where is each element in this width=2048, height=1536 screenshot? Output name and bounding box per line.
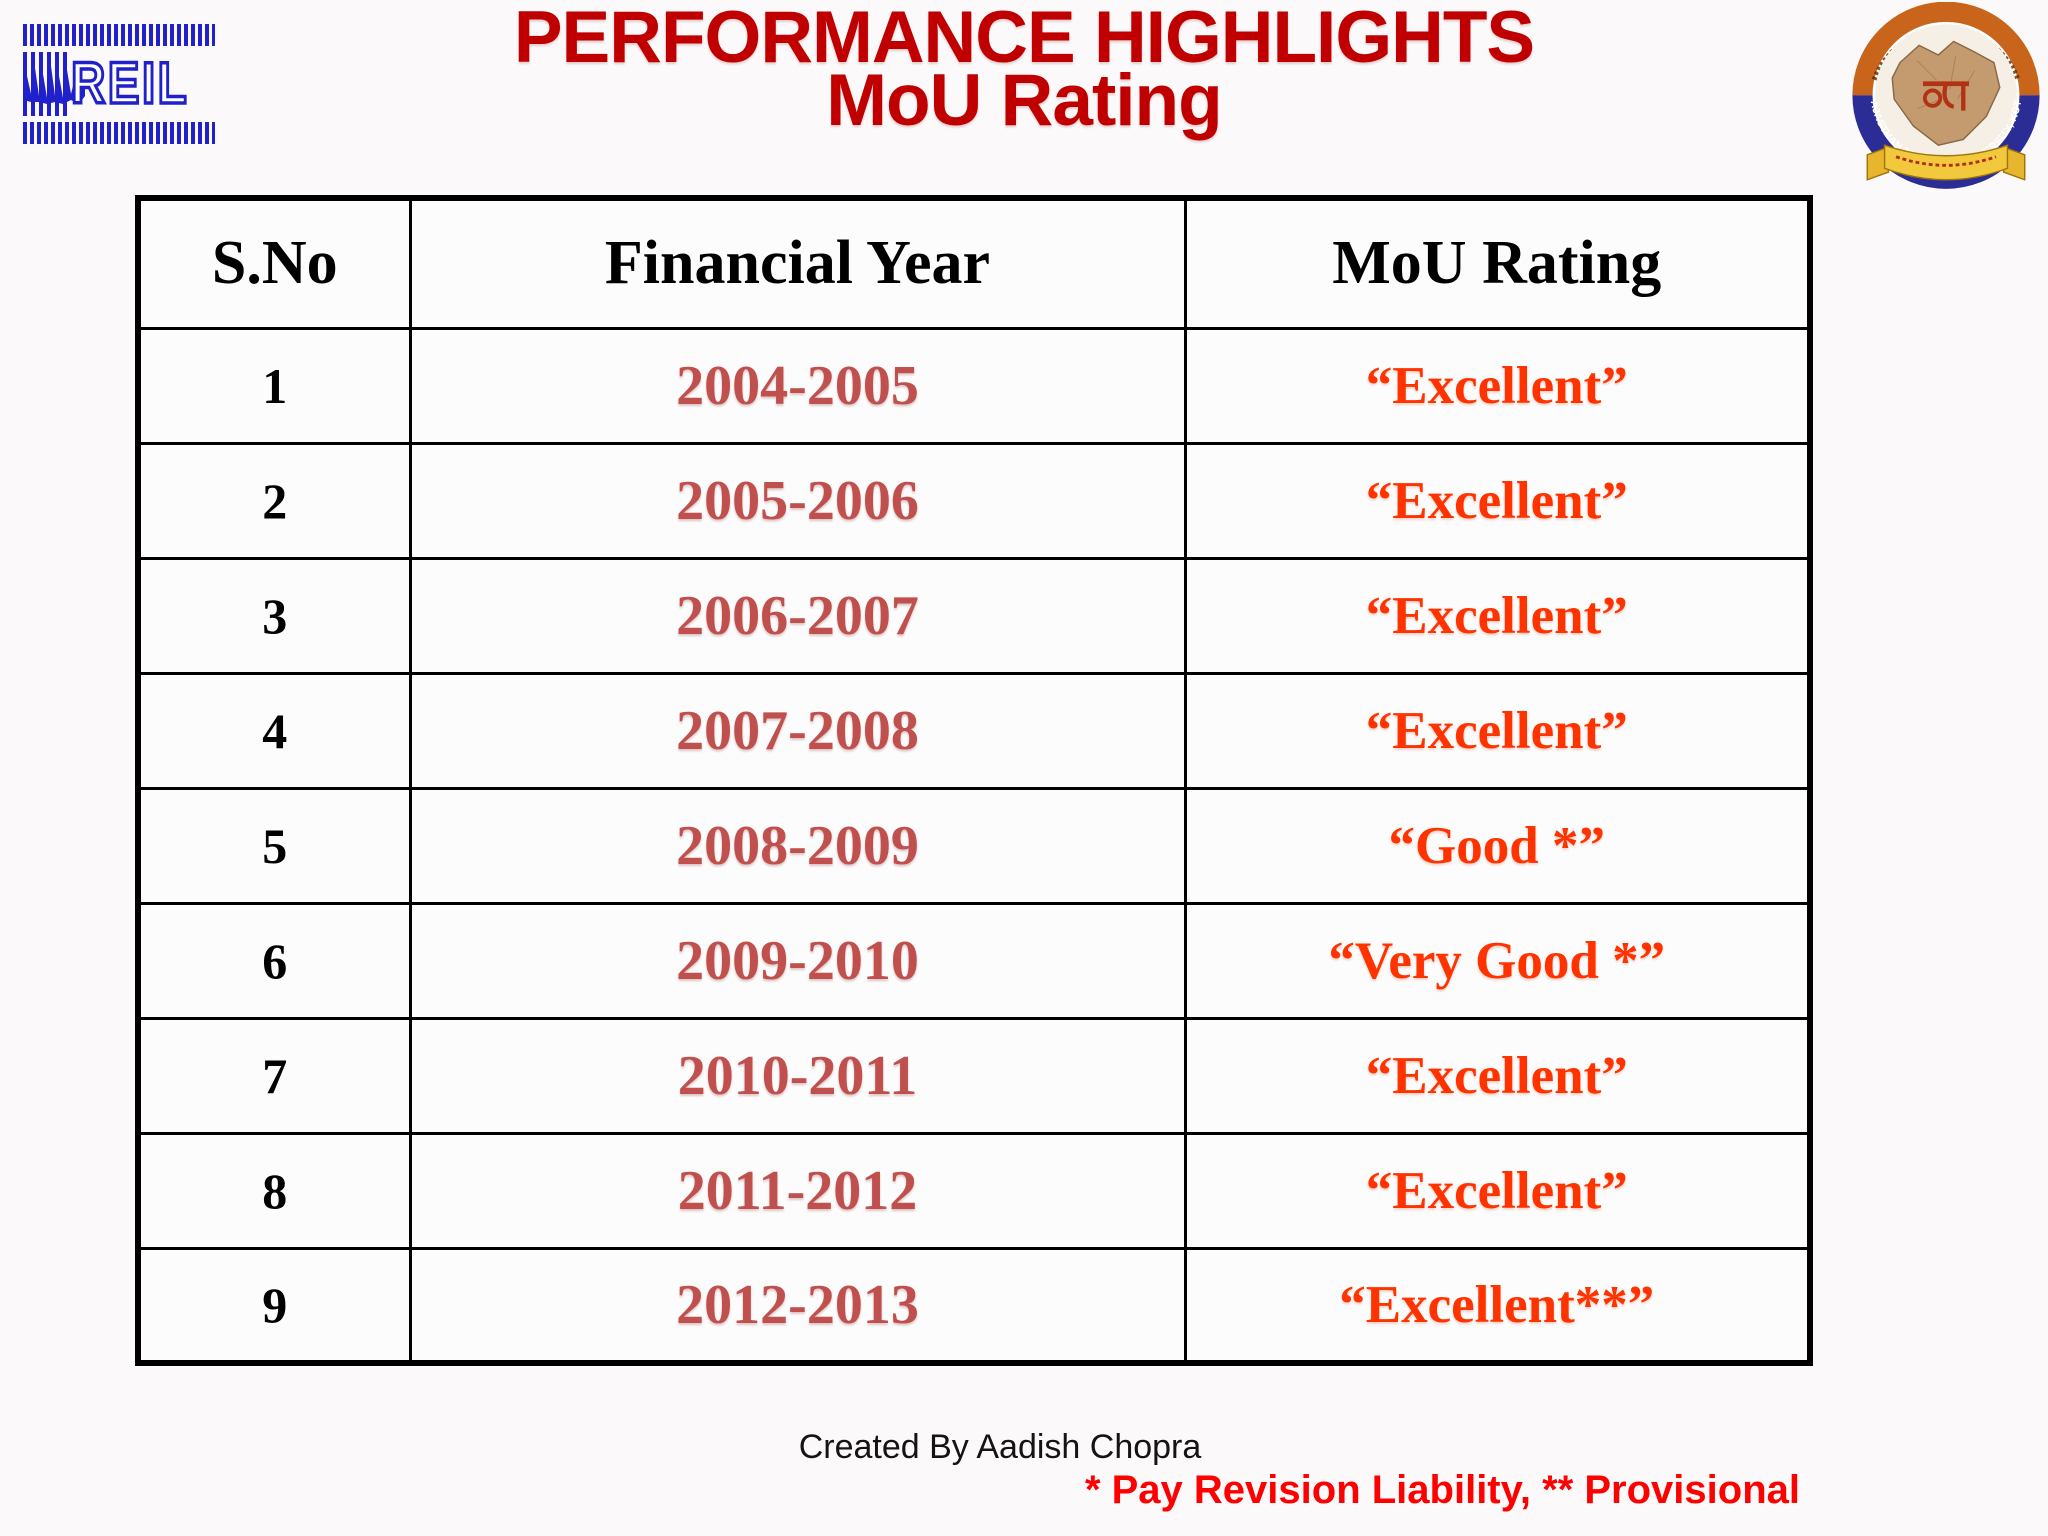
sno-cell: 5 bbox=[136, 786, 412, 905]
rtu-center-emblem bbox=[1922, 81, 1970, 111]
table-row: 3 2006-2007 “Excellent” bbox=[136, 556, 1812, 675]
rating-cell: “Excellent” bbox=[1183, 326, 1812, 445]
reil-stripes-left bbox=[23, 52, 85, 116]
table-row: 1 2004-2005 “Excellent” bbox=[136, 326, 1812, 445]
sno-cell: 2 bbox=[136, 441, 412, 560]
table-row: 8 2011-2012 “Excellent” bbox=[136, 1131, 1812, 1250]
table-row: 4 2007-2008 “Excellent” bbox=[136, 671, 1812, 790]
sno-cell: 1 bbox=[136, 326, 412, 445]
rating-cell: “Excellent” bbox=[1183, 556, 1812, 675]
page-title: PERFORMANCE HIGHLIGHTS bbox=[513, 0, 1535, 78]
year-cell: 2006-2007 bbox=[408, 556, 1187, 675]
rating-cell: “Excellent” bbox=[1183, 1131, 1812, 1250]
table-row: 7 2010-2011 “Excellent” bbox=[136, 1016, 1812, 1135]
year-cell: 2012-2013 bbox=[408, 1246, 1187, 1365]
rating-cell: “Excellent” bbox=[1183, 441, 1812, 560]
table-row: 9 2012-2013 “Excellent**” bbox=[136, 1246, 1812, 1365]
year-cell: 2005-2006 bbox=[408, 441, 1187, 560]
sno-cell: 6 bbox=[136, 901, 412, 1020]
rating-cell: “Very Good *” bbox=[1183, 901, 1812, 1020]
year-cell: 2010-2011 bbox=[408, 1016, 1187, 1135]
year-cell: 2008-2009 bbox=[408, 786, 1187, 905]
rating-cell: “Excellent” bbox=[1183, 671, 1812, 790]
rtu-logo: RAJASTHAN TECHNICAL UNIVERSITY, KOTA bbox=[1850, 2, 2040, 189]
col-header-financial-year: Financial Year bbox=[408, 196, 1187, 330]
year-cell: 2004-2005 bbox=[408, 326, 1187, 445]
year-cell: 2009-2010 bbox=[408, 901, 1187, 1020]
col-header-sno: S.No bbox=[136, 196, 412, 330]
sno-cell: 8 bbox=[136, 1131, 412, 1250]
credit-text: Created By Aadish Chopra bbox=[798, 1428, 1202, 1466]
table-row: 2 2005-2006 “Excellent” bbox=[136, 441, 1812, 560]
sno-cell: 7 bbox=[136, 1016, 412, 1135]
table-header-row: S.No Financial Year MoU Rating bbox=[136, 196, 1812, 330]
sno-cell: 4 bbox=[136, 671, 412, 790]
mou-rating-table: S.No Financial Year MoU Rating 1 2004-20… bbox=[135, 195, 1813, 1366]
col-header-mou-rating: MoU Rating bbox=[1183, 196, 1812, 330]
sno-cell: 3 bbox=[136, 556, 412, 675]
page-subtitle: MoU Rating bbox=[826, 60, 1223, 141]
table-row: 5 2008-2009 “Good *” bbox=[136, 786, 1812, 905]
reil-logo-middle: REIL bbox=[23, 50, 215, 118]
table-row: 6 2009-2010 “Very Good *” bbox=[136, 901, 1812, 1020]
footnote-text: * Pay Revision Liability, ** Provisional bbox=[1084, 1468, 1800, 1512]
year-cell: 2011-2012 bbox=[408, 1131, 1187, 1250]
rating-cell: “Excellent” bbox=[1183, 1016, 1812, 1135]
title-block: PERFORMANCE HIGHLIGHTS MoU Rating bbox=[0, 0, 2048, 141]
reil-logo-text: REIL bbox=[69, 50, 190, 118]
reil-stripes-top bbox=[23, 24, 215, 46]
rating-cell: “Excellent**” bbox=[1183, 1246, 1812, 1365]
reil-waveform-icon bbox=[23, 66, 85, 104]
reil-stripes-bottom bbox=[23, 122, 215, 144]
rating-cell: “Good *” bbox=[1183, 786, 1812, 905]
sno-cell: 9 bbox=[136, 1246, 412, 1365]
rtu-ribbon bbox=[1866, 144, 2026, 181]
reil-logo: REIL bbox=[23, 24, 215, 144]
year-cell: 2007-2008 bbox=[408, 671, 1187, 790]
